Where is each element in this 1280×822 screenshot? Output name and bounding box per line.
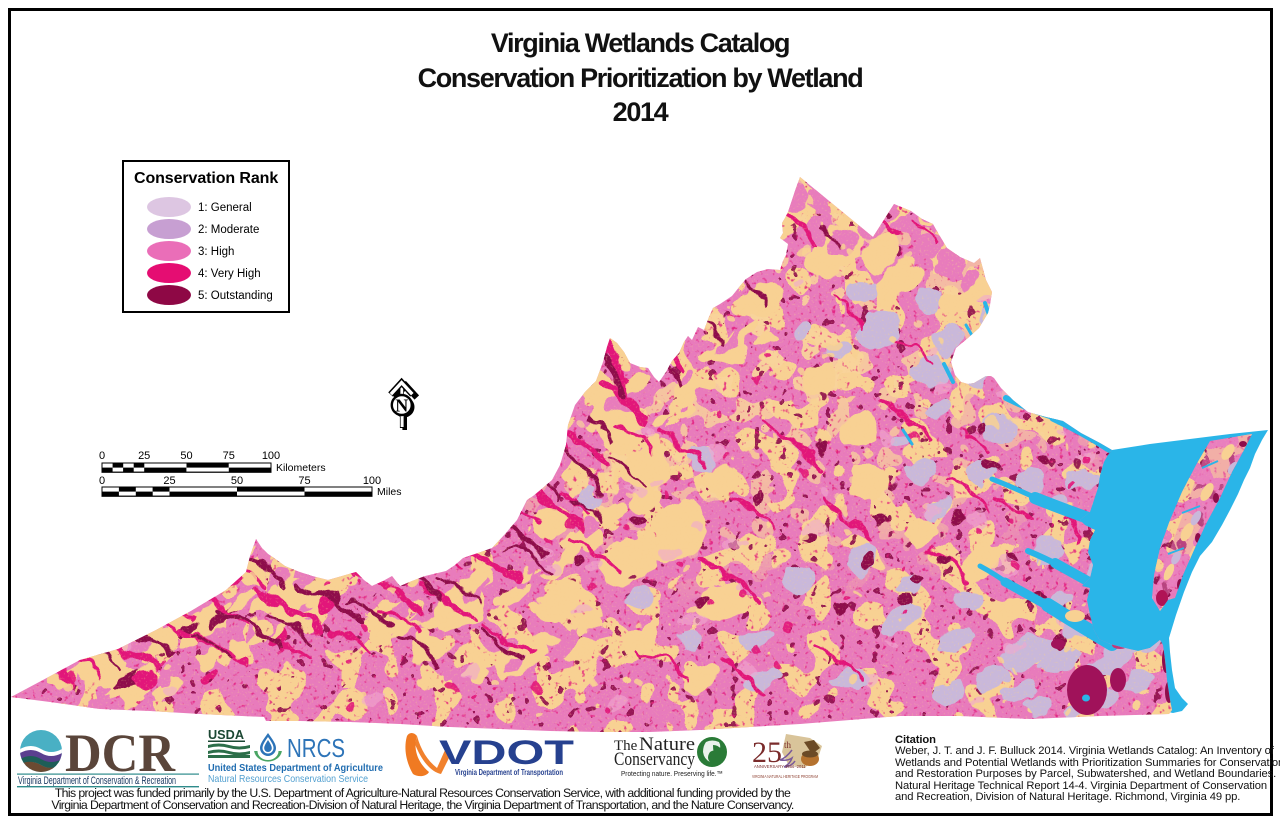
svg-text:th: th	[784, 740, 792, 750]
svg-text:25: 25	[163, 475, 175, 487]
svg-text:Protecting nature. Preserving: Protecting nature. Preserving life.™	[621, 769, 723, 778]
svg-text:4: Very High: 4: Very High	[198, 268, 261, 280]
svg-text:100: 100	[262, 450, 280, 462]
svg-text:100: 100	[363, 475, 381, 487]
svg-text:N: N	[395, 396, 408, 416]
svg-text:Conservancy: Conservancy	[614, 749, 695, 770]
svg-text:75: 75	[223, 450, 235, 462]
svg-text:DCR: DCR	[65, 728, 176, 783]
svg-text:0: 0	[99, 450, 105, 462]
svg-text:USDA: USDA	[208, 727, 245, 742]
svg-text:50: 50	[180, 450, 192, 462]
svg-text:1: General: 1: General	[198, 202, 252, 214]
svg-text:NRCS: NRCS	[287, 733, 345, 763]
svg-text:5: Outstanding: 5: Outstanding	[198, 290, 273, 302]
svg-text:Natural Resources Conservation: Natural Resources Conservation Service	[208, 773, 368, 785]
svg-text:0: 0	[99, 475, 105, 487]
svg-text:2: Moderate: 2: Moderate	[198, 224, 259, 236]
svg-text:VDOT: VDOT	[439, 734, 574, 772]
svg-text:ANNIVERSARY 1986–2011: ANNIVERSARY 1986–2011	[754, 764, 806, 769]
svg-text:VIRGINIA NATURAL HERITAGE PROG: VIRGINIA NATURAL HERITAGE PROGRAM	[752, 774, 818, 779]
svg-text:The: The	[614, 738, 638, 754]
svg-text:Kilometers: Kilometers	[276, 462, 326, 474]
svg-text:3: High: 3: High	[198, 246, 234, 258]
svg-text:25: 25	[138, 450, 150, 462]
svg-text:Virginia Department of Transpo: Virginia Department of Transportation	[455, 768, 563, 777]
svg-text:Nature: Nature	[639, 734, 695, 755]
svg-text:25: 25	[752, 736, 782, 769]
svg-text:50: 50	[231, 475, 243, 487]
svg-text:75: 75	[298, 475, 310, 487]
svg-text:Miles: Miles	[377, 486, 402, 498]
svg-text:United States Department of Ag: United States Department of Agriculture	[208, 762, 383, 774]
svg-text:Virginia Department of Conserv: Virginia Department of Conservation & Re…	[18, 775, 176, 787]
